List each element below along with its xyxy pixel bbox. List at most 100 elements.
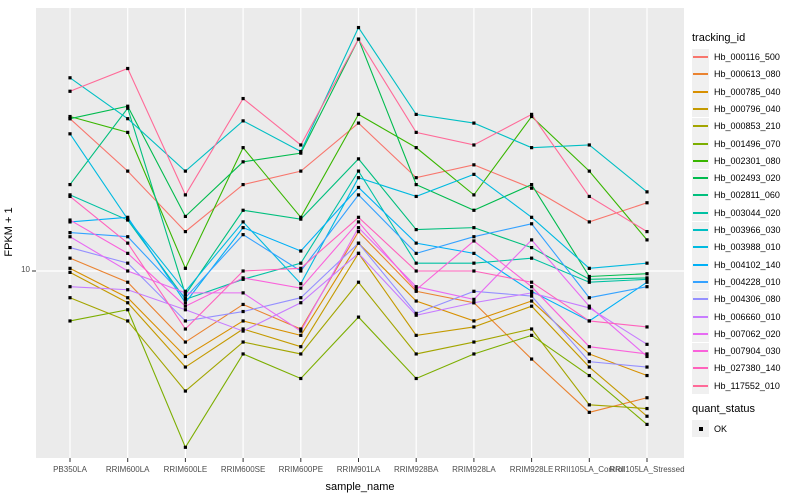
legend-item-label: Hb_007904_030: [714, 346, 781, 357]
data-point: [241, 340, 245, 344]
legend-item: Hb_001496_070: [692, 135, 781, 152]
data-point: [645, 422, 649, 427]
data-point: [645, 354, 649, 359]
data-point: [126, 251, 130, 255]
legend-line-swatch: [693, 107, 708, 110]
data-point: [241, 220, 245, 224]
data-point: [472, 235, 476, 239]
data-point: [68, 76, 72, 80]
legend-line-swatch: [693, 246, 708, 249]
legend-key-box: [692, 135, 709, 152]
legend-item-label: Hb_003044_020: [714, 207, 781, 218]
data-point: [241, 96, 245, 101]
data-point: [472, 239, 476, 243]
data-point: [414, 251, 418, 255]
legend-key-box: [692, 290, 709, 308]
data-point: [414, 112, 418, 117]
data-point: [183, 319, 187, 323]
data-point: [68, 319, 72, 323]
data-point: [530, 112, 534, 117]
data-point: [68, 220, 72, 224]
data-point: [587, 143, 591, 147]
legend-item: Hb_000613_080: [692, 65, 781, 83]
data-point: [126, 261, 130, 265]
data-point: [299, 169, 303, 173]
data-point: [530, 215, 534, 219]
data-point: [356, 112, 361, 117]
legend-item-quant-ok: OK: [692, 420, 727, 437]
data-point: [645, 414, 649, 418]
data-point: [587, 373, 591, 378]
point-marker-icon: [698, 426, 703, 431]
data-point: [587, 360, 591, 364]
data-point: [530, 222, 534, 226]
data-point: [587, 277, 591, 281]
legend-item: Hb_007062_020: [692, 325, 781, 343]
data-point: [645, 285, 649, 289]
data-point: [183, 354, 187, 359]
x-tick-label: RRIM600SE: [220, 465, 266, 474]
legend-line-swatch: [693, 194, 708, 197]
data-point: [356, 229, 361, 234]
data-point: [241, 146, 245, 150]
legend-key-box: [692, 48, 709, 66]
data-point: [299, 282, 303, 286]
data-point: [530, 146, 534, 150]
legend-item-label: Hb_000796_040: [714, 103, 781, 114]
legend-item-label: Hb_007062_020: [714, 328, 781, 339]
data-point: [68, 194, 72, 199]
data-point: [472, 226, 476, 230]
legend-line-swatch: [693, 125, 708, 128]
data-point: [530, 304, 534, 308]
data-point: [645, 406, 649, 411]
data-point: [645, 373, 649, 378]
legend-line-swatch: [693, 211, 708, 214]
legend-line-swatch: [693, 90, 708, 93]
data-point: [299, 376, 303, 381]
data-point: [356, 226, 361, 230]
data-point: [241, 160, 245, 164]
legend-key-box: [692, 377, 709, 395]
data-point: [356, 25, 361, 30]
legend-line-swatch: [693, 332, 708, 335]
data-point: [68, 296, 72, 300]
data-point: [356, 185, 361, 190]
legend-key-box: [692, 83, 709, 101]
legend-item: Hb_004102_140: [692, 256, 781, 274]
data-point: [472, 251, 476, 255]
data-point: [68, 256, 72, 260]
data-point: [299, 143, 303, 147]
data-point: [414, 333, 418, 337]
data-point: [68, 235, 72, 239]
legend-line-swatch: [693, 280, 708, 283]
data-point: [645, 342, 649, 346]
data-point: [414, 261, 418, 265]
data-point: [241, 352, 245, 356]
data-point: [299, 266, 303, 270]
data-point: [241, 329, 245, 333]
data-point: [183, 214, 187, 219]
data-point: [645, 365, 649, 369]
legend-key-box: [692, 152, 709, 170]
legend-item: Hb_000116_500: [692, 48, 780, 66]
data-point: [645, 396, 649, 400]
data-point: [241, 269, 245, 273]
data-point: [645, 325, 649, 329]
legend-key-box: [692, 359, 709, 377]
data-point: [68, 182, 72, 187]
data-point: [183, 229, 187, 234]
legend-key-box: [692, 204, 709, 222]
legend-line-swatch: [693, 56, 708, 58]
data-point: [414, 313, 418, 317]
data-point: [587, 274, 591, 279]
data-point: [356, 193, 361, 197]
data-point: [587, 220, 591, 224]
data-point: [587, 304, 591, 308]
data-point: [126, 308, 130, 312]
data-point: [414, 288, 418, 292]
data-point: [126, 117, 130, 121]
data-point: [68, 114, 72, 119]
legend-item-label: Hb_001496_070: [714, 138, 781, 149]
data-point: [414, 311, 418, 315]
data-point: [68, 231, 72, 235]
